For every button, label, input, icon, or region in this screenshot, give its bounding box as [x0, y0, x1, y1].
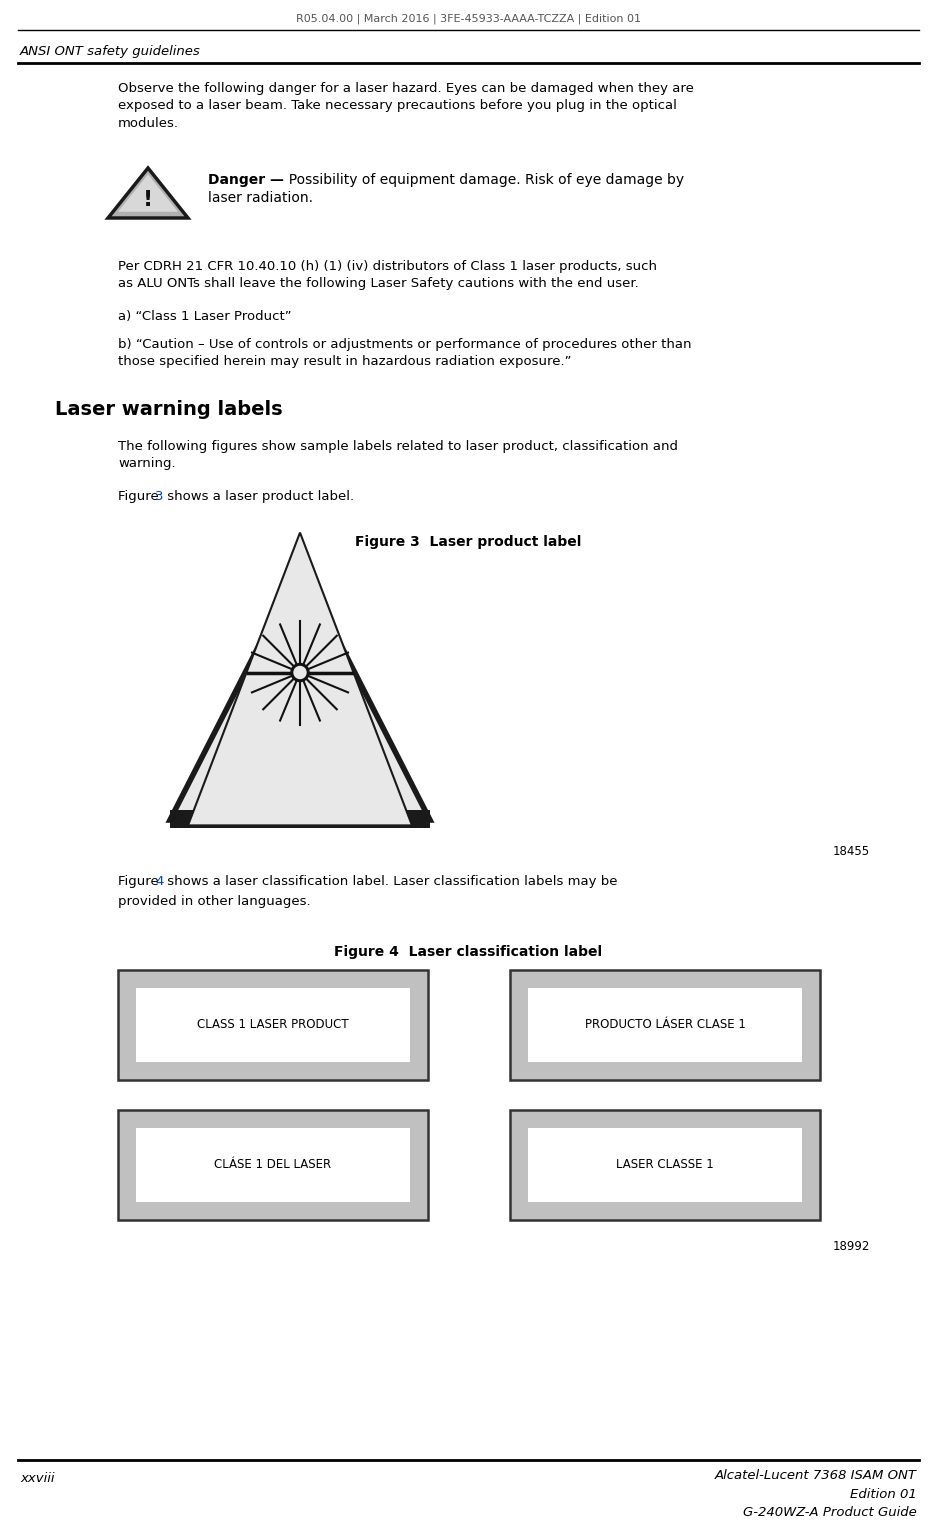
Text: PRODUCTO LÁSER CLASE 1: PRODUCTO LÁSER CLASE 1 — [584, 1018, 745, 1032]
Text: CLÁSE 1 DEL LASER: CLÁSE 1 DEL LASER — [214, 1158, 331, 1172]
Text: b) “Caution – Use of controls or adjustments or performance of procedures other : b) “Caution – Use of controls or adjustm… — [118, 337, 691, 368]
Bar — [528, 988, 801, 1062]
Circle shape — [291, 664, 309, 681]
Text: laser radiation.: laser radiation. — [208, 192, 313, 205]
Text: Figure: Figure — [118, 489, 163, 503]
Text: The following figures show sample labels related to laser product, classificatio: The following figures show sample labels… — [118, 439, 678, 471]
Bar — [509, 970, 819, 1081]
Text: G-240WZ-A Product Guide: G-240WZ-A Product Guide — [742, 1506, 916, 1518]
Text: Figure: Figure — [118, 876, 163, 888]
Text: 18992: 18992 — [832, 1240, 869, 1252]
Text: CLASS 1 LASER PRODUCT: CLASS 1 LASER PRODUCT — [197, 1018, 348, 1032]
Text: 4: 4 — [154, 876, 163, 888]
Text: 18455: 18455 — [832, 845, 869, 857]
Text: provided in other languages.: provided in other languages. — [118, 895, 311, 907]
Text: shows a laser classification label. Laser classification labels may be: shows a laser classification label. Lase… — [163, 876, 617, 888]
Polygon shape — [108, 169, 188, 217]
Bar — [118, 970, 428, 1081]
Text: Possibility of equipment damage. Risk of eye damage by: Possibility of equipment damage. Risk of… — [280, 173, 683, 187]
Text: shows a laser product label.: shows a laser product label. — [163, 489, 354, 503]
Text: Figure 3  Laser product label: Figure 3 Laser product label — [355, 535, 581, 549]
Text: xxviii: xxviii — [20, 1471, 54, 1485]
Bar — [528, 1128, 801, 1202]
Text: R05.04.00 | March 2016 | 3FE-45933-AAAA-TCZZA | Edition 01: R05.04.00 | March 2016 | 3FE-45933-AAAA-… — [296, 14, 640, 24]
Polygon shape — [169, 565, 430, 819]
Bar — [136, 1128, 410, 1202]
Text: Laser warning labels: Laser warning labels — [55, 400, 283, 420]
Circle shape — [294, 666, 306, 678]
Text: 3: 3 — [154, 489, 163, 503]
Text: Danger —: Danger — — [208, 173, 284, 187]
Text: Observe the following danger for a laser hazard. Eyes can be damaged when they a: Observe the following danger for a laser… — [118, 82, 694, 131]
Text: Edition 01: Edition 01 — [849, 1488, 916, 1502]
Text: Figure 4  Laser classification label: Figure 4 Laser classification label — [334, 945, 602, 959]
Text: a) “Class 1 Laser Product”: a) “Class 1 Laser Product” — [118, 310, 291, 324]
Polygon shape — [118, 175, 178, 211]
Bar — [118, 1110, 428, 1221]
Text: LASER CLASSE 1: LASER CLASSE 1 — [616, 1158, 713, 1172]
Text: Alcatel-Lucent 7368 ISAM ONT: Alcatel-Lucent 7368 ISAM ONT — [714, 1468, 916, 1482]
Polygon shape — [188, 532, 412, 825]
Text: Per CDRH 21 CFR 10.40.10 (h) (1) (iv) distributors of Class 1 laser products, su: Per CDRH 21 CFR 10.40.10 (h) (1) (iv) di… — [118, 260, 656, 290]
Bar — [136, 988, 410, 1062]
Bar — [509, 1110, 819, 1221]
Text: ANSI ONT safety guidelines: ANSI ONT safety guidelines — [20, 46, 200, 58]
Text: !: ! — [143, 190, 153, 210]
Bar — [169, 810, 430, 828]
